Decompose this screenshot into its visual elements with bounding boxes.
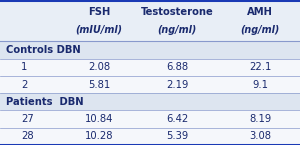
Text: (mIU/ml): (mIU/ml) [76, 25, 122, 35]
Text: 27: 27 [21, 114, 34, 124]
Text: 2: 2 [21, 79, 27, 89]
Text: 6.88: 6.88 [166, 62, 188, 72]
Text: 28: 28 [21, 131, 34, 141]
Text: (ng/ml): (ng/ml) [158, 25, 196, 35]
Text: (ng/ml): (ng/ml) [241, 25, 280, 35]
Text: 10.84: 10.84 [85, 114, 113, 124]
Text: FSH: FSH [88, 7, 110, 17]
Text: 22.1: 22.1 [249, 62, 272, 72]
Text: 5.81: 5.81 [88, 79, 110, 89]
Text: 5.39: 5.39 [166, 131, 188, 141]
Text: 3.08: 3.08 [249, 131, 271, 141]
Text: 6.42: 6.42 [166, 114, 188, 124]
Text: Controls DBN: Controls DBN [6, 45, 81, 55]
Text: 8.19: 8.19 [249, 114, 272, 124]
Text: 9.1: 9.1 [252, 79, 268, 89]
Text: 2.08: 2.08 [88, 62, 110, 72]
Text: 2.19: 2.19 [166, 79, 188, 89]
Text: AMH: AMH [247, 7, 273, 17]
Text: Patients  DBN: Patients DBN [6, 97, 84, 107]
Text: 1: 1 [21, 62, 27, 72]
Text: Testosterone: Testosterone [141, 7, 213, 17]
Text: 10.28: 10.28 [85, 131, 113, 141]
